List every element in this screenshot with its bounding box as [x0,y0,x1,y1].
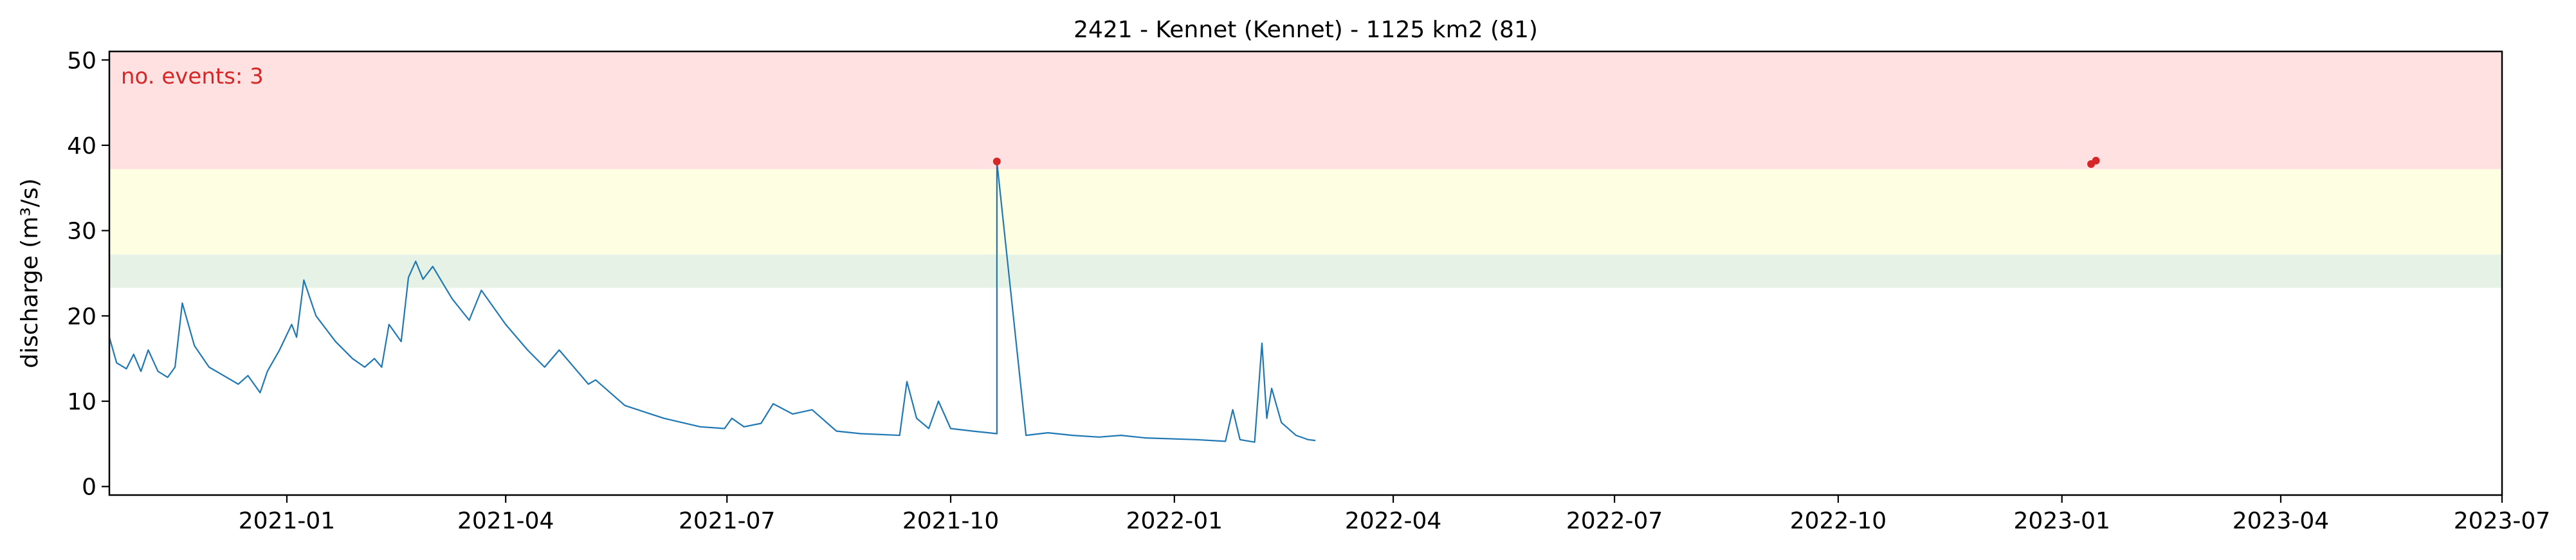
x-tick-label: 2021-07 [679,508,775,534]
discharge-series [108,161,1316,443]
x-tick-label: 2023-04 [2233,508,2329,534]
band-medium [109,169,2502,255]
band-low [109,254,2502,288]
x-tick-label: 2022-04 [1345,508,1441,534]
flood-events [992,156,2100,168]
x-tick-label: 2022-01 [1126,508,1223,534]
x-tick-label: 2021-10 [902,508,999,534]
y-tick-label: 50 [67,48,96,74]
x-tick-label: 2022-07 [1566,508,1663,534]
y-tick-label: 10 [67,389,96,415]
x-tick-label: 2022-10 [1790,508,1886,534]
x-tick-label: 2023-07 [2454,508,2550,534]
x-tick-label: 2023-01 [2014,508,2110,534]
x-tick-label: 2021-04 [457,508,554,534]
x-tick-label: 2021-01 [239,508,335,534]
y-axis-label: discharge (m³/s) [17,178,43,368]
y-tick-label: 30 [67,219,96,245]
x-axis: 2021-01 2021-04 2021-07 2021-10 2022-01 2022-… [239,495,2550,534]
y-tick-label: 20 [67,303,96,330]
event-point-3 [2092,156,2100,165]
event-point-1 [992,158,1001,166]
discharge-line [108,161,1316,443]
chart-title: 2421 - Kennet (Kennet) - 1125 km2 (81) [1073,17,1538,43]
y-axis: 0 10 20 30 40 50 [67,48,109,501]
band-high [109,51,2502,170]
plot-frame [108,50,2503,496]
event-count-annotation: no. events: 3 [121,64,264,89]
y-tick-label: 40 [67,133,96,159]
threshold-bands [109,51,2502,288]
y-tick-label: 0 [82,474,96,501]
